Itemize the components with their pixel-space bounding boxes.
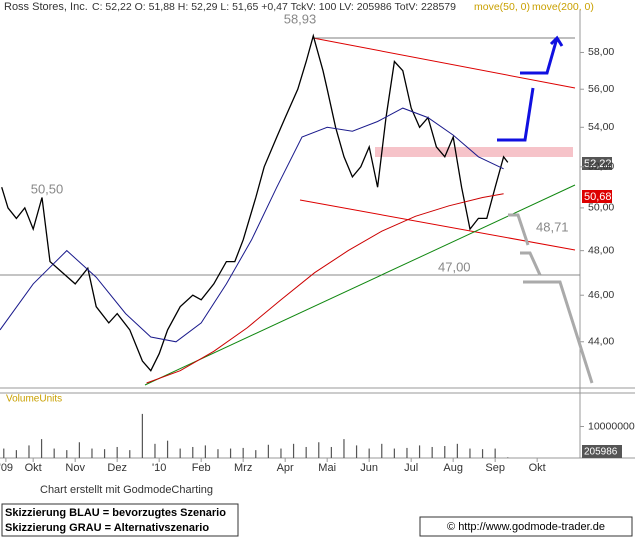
volume-bar xyxy=(40,439,43,458)
volume-bar xyxy=(305,446,307,458)
volume-bar xyxy=(255,450,257,458)
annotation: 47,00 xyxy=(438,259,471,274)
annotation: 58,93 xyxy=(284,11,317,26)
legend-blue: Skizzierung BLAU = bevorzugtes Szenario xyxy=(5,507,226,519)
volume-bar xyxy=(217,449,219,458)
volume-bar xyxy=(179,448,181,458)
y-tick-label: 54,00 xyxy=(588,121,614,133)
volume-bar xyxy=(204,445,206,458)
x-tick-label: '09 xyxy=(0,462,13,474)
blue-scenario xyxy=(497,35,564,142)
uptrend xyxy=(144,184,576,386)
volume-bar xyxy=(3,448,5,458)
y-tick-label: 10000000 xyxy=(588,420,635,432)
volume-bar xyxy=(66,450,68,458)
volume-bar xyxy=(343,439,345,458)
last-price-box xyxy=(582,157,612,170)
volume-bar xyxy=(116,446,118,458)
source-box xyxy=(419,516,633,537)
last-price: 52,22 xyxy=(584,158,612,170)
volume-bar xyxy=(129,450,131,458)
volume-bar xyxy=(280,448,282,458)
volume-bar xyxy=(330,446,332,458)
volume-bar xyxy=(393,448,395,458)
y-tick-label: 56,00 xyxy=(588,83,614,95)
x-tick-label: Nov xyxy=(65,462,85,474)
x-tick-label: Feb xyxy=(192,462,211,474)
volume-bar xyxy=(91,448,93,458)
volume-bar xyxy=(418,445,421,458)
y-tick-label: 44,00 xyxy=(588,336,614,348)
moving-average xyxy=(0,107,504,343)
x-tick-label: '10 xyxy=(152,462,166,474)
volume-bar xyxy=(267,444,269,458)
volume-bar xyxy=(28,445,30,458)
volume-bar xyxy=(481,449,484,458)
x-tick-label: Mrz xyxy=(234,462,252,474)
channel-bottom xyxy=(299,199,576,251)
volume-bar xyxy=(381,443,383,458)
volume-bar xyxy=(444,446,446,458)
x-tick-label: Aug xyxy=(443,462,463,474)
volume-bar xyxy=(141,413,143,458)
volume-bar xyxy=(192,446,194,458)
legend-box xyxy=(1,503,239,537)
volume-bar xyxy=(456,443,458,458)
volume-bar xyxy=(166,440,169,458)
credit: Chart erstellt mit GodmodeCharting xyxy=(40,484,213,496)
x-tick-label: Apr xyxy=(277,462,294,474)
volume-bar xyxy=(368,448,370,458)
source: © http://www.godmode-trader.de xyxy=(447,521,605,533)
annotation: 48,71 xyxy=(536,219,569,234)
volume-bar xyxy=(154,443,156,458)
grey-scenario xyxy=(508,213,594,384)
quote: C: 52,22 O: 51,88 H: 52,29 L: 51,65 +0,4… xyxy=(92,1,456,13)
x-tick-label: Jul xyxy=(404,462,418,474)
volume-title: VolumeUnits xyxy=(6,394,62,405)
volume-bar xyxy=(53,448,55,458)
volume-bar xyxy=(229,448,232,458)
volume-bar xyxy=(431,446,433,458)
volume-bar xyxy=(355,445,358,458)
moving-average xyxy=(146,193,504,384)
symbol: Ross Stores, Inc. xyxy=(4,1,88,13)
volume-last: 205986 xyxy=(584,447,618,458)
y-tick-label: 50,00 xyxy=(588,202,614,214)
volume-bar xyxy=(406,447,408,458)
annotation: 50,50 xyxy=(31,181,64,196)
legend-grey: Skizzierung GRAU = Alternativszenario xyxy=(5,522,209,534)
ma200-label: move(200, 0) xyxy=(532,1,594,13)
channel-top xyxy=(312,37,576,89)
y-tick-label: 48,00 xyxy=(588,244,614,256)
volume-bar xyxy=(469,448,471,458)
x-tick-label: Dez xyxy=(107,462,127,474)
volume-bar xyxy=(78,442,80,458)
volume-bar xyxy=(494,448,496,458)
y-tick-label: 58,00 xyxy=(588,46,614,58)
y-tick-label: 46,00 xyxy=(588,289,614,301)
x-tick-label: Sep xyxy=(485,462,505,474)
ma50-label: move(50, 0) xyxy=(474,1,530,13)
volume-bar xyxy=(318,442,320,458)
y-tick-label: 52,00 xyxy=(588,161,614,173)
volume-bar xyxy=(507,457,509,458)
x-tick-label: Jun xyxy=(360,462,378,474)
x-tick-label: Okt xyxy=(529,462,546,474)
ma200-box xyxy=(582,190,612,203)
resistance-zone xyxy=(375,147,573,157)
volume-bar xyxy=(15,450,17,458)
ma200-value: 50,68 xyxy=(584,191,612,203)
volume-bar xyxy=(103,449,106,458)
x-tick-label: Mai xyxy=(318,462,336,474)
volume-last-box xyxy=(582,445,622,458)
price-line xyxy=(1,33,509,372)
volume-bar xyxy=(242,447,244,458)
x-tick-label: Okt xyxy=(25,462,42,474)
volume-bar xyxy=(292,443,295,458)
